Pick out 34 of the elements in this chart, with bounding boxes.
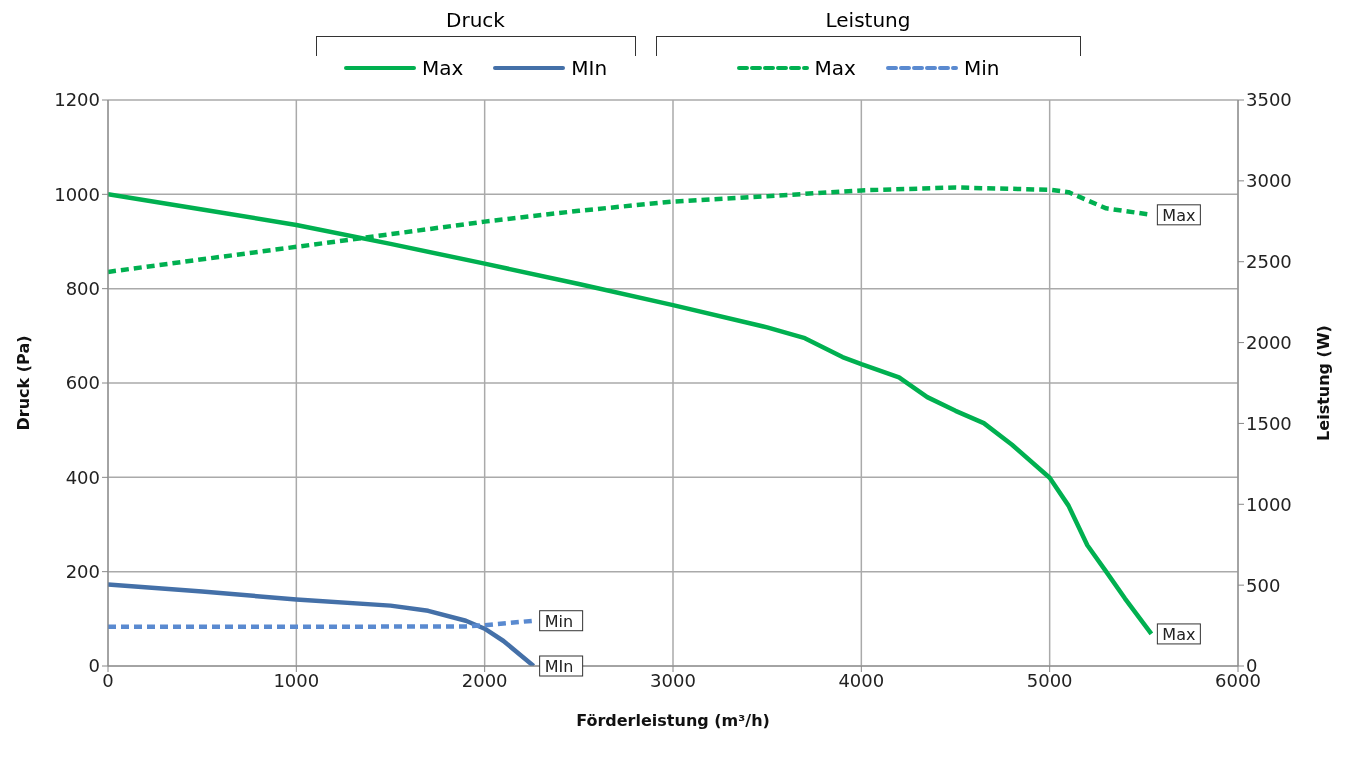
y2-tick-label: 2500 — [1246, 251, 1292, 273]
y2-tick-label: 3500 — [1246, 89, 1292, 111]
y2-tick-label: 2000 — [1246, 331, 1292, 353]
x-axis-title: Förderleistung (m³/h) — [576, 711, 770, 730]
legend-label: Min — [963, 56, 1000, 80]
y-tick-label: 600 — [65, 372, 100, 394]
x-tick-label: 2000 — [461, 669, 508, 691]
legend-label: MIn — [571, 56, 608, 80]
text: Druck — [446, 8, 505, 34]
x-tick-label: 0 — [102, 669, 114, 691]
y2-tick-label: 3000 — [1246, 170, 1292, 192]
y2-tick-label: 1000 — [1246, 493, 1292, 515]
y2-tick-label: 500 — [1246, 574, 1281, 596]
y-tick-label: 200 — [65, 561, 100, 583]
y-tick-label: 1200 — [54, 89, 100, 111]
text: Min — [544, 611, 574, 631]
y-tick-label: 1000 — [54, 183, 100, 205]
y2-axis-title: Leistung (W) — [1313, 325, 1333, 441]
y-tick-label: 400 — [65, 466, 100, 488]
x-tick-label: 1000 — [273, 669, 320, 691]
line-series — [108, 582, 536, 666]
y-tick-label: 0 — [88, 655, 100, 677]
x-tick-label: 3000 — [650, 669, 696, 691]
y-tick-label: 800 — [65, 278, 100, 300]
x-tick-label: 4000 — [838, 669, 885, 691]
legend-label: Max — [421, 56, 464, 80]
text: MIn — [544, 657, 574, 676]
text: Max — [1162, 624, 1196, 644]
text: Leistung — [825, 8, 911, 34]
x-tick-label: 5000 — [1026, 669, 1073, 691]
legend-label: Max — [814, 56, 856, 80]
y-axis-title: Druck (Pa) — [13, 335, 33, 431]
text: Max — [1162, 205, 1196, 225]
y2-tick-label: 1500 — [1246, 412, 1292, 434]
